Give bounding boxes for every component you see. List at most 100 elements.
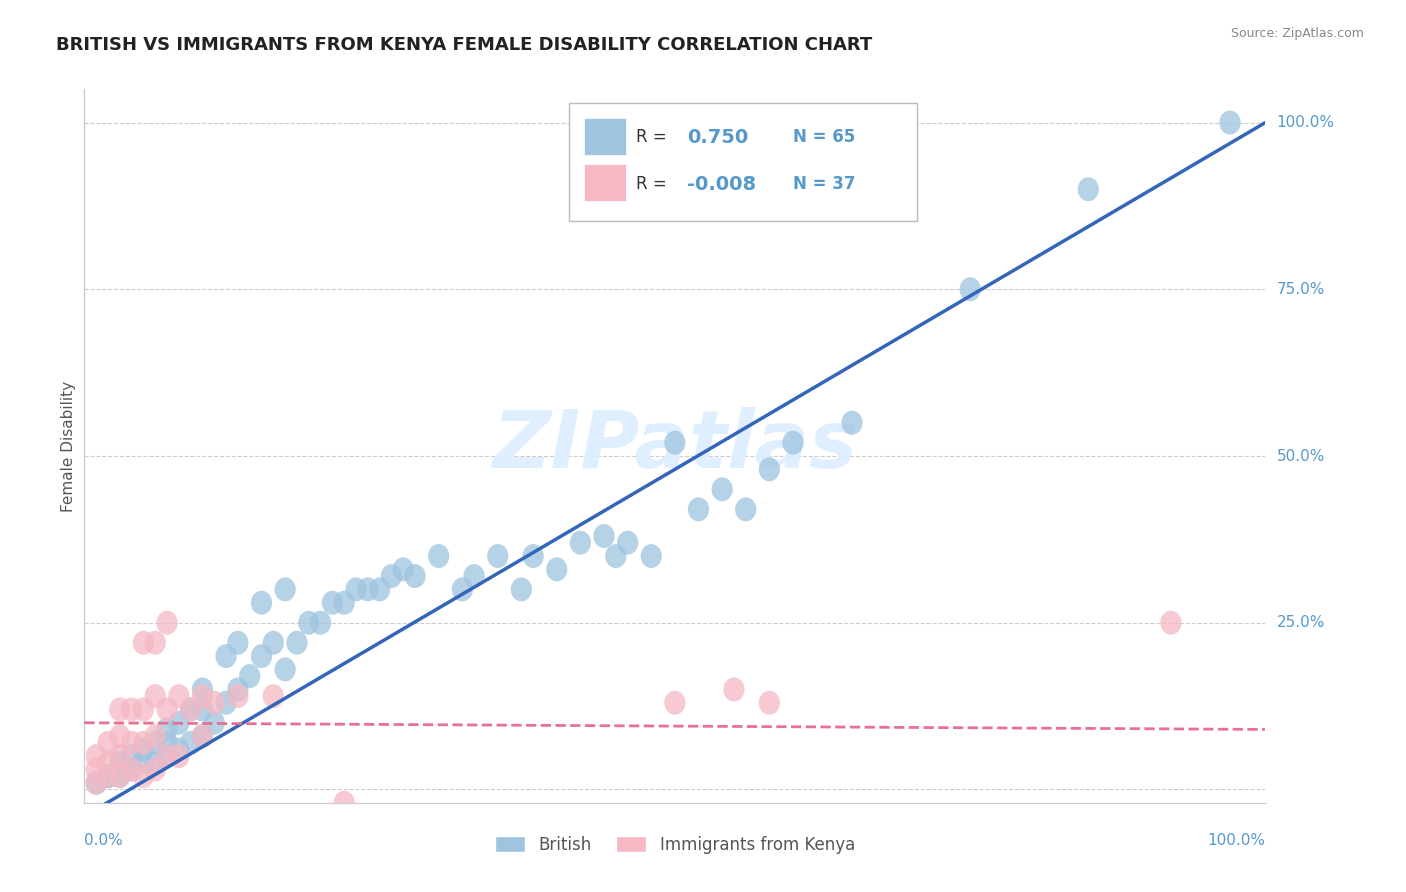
Text: 25.0%: 25.0% — [1277, 615, 1324, 631]
Text: N = 65: N = 65 — [793, 128, 855, 146]
Ellipse shape — [309, 611, 332, 635]
Ellipse shape — [191, 677, 214, 701]
Ellipse shape — [664, 431, 686, 455]
Ellipse shape — [274, 577, 295, 601]
Ellipse shape — [723, 677, 745, 701]
Text: 0.0%: 0.0% — [84, 833, 124, 848]
Ellipse shape — [145, 751, 166, 775]
Ellipse shape — [191, 724, 214, 748]
Ellipse shape — [156, 744, 177, 768]
Ellipse shape — [546, 558, 568, 582]
Ellipse shape — [121, 757, 142, 781]
Ellipse shape — [464, 564, 485, 588]
Ellipse shape — [427, 544, 450, 568]
Ellipse shape — [145, 731, 166, 755]
Ellipse shape — [664, 690, 686, 714]
FancyBboxPatch shape — [583, 118, 627, 155]
Ellipse shape — [132, 751, 155, 775]
Ellipse shape — [97, 764, 118, 789]
Ellipse shape — [156, 744, 177, 768]
Ellipse shape — [250, 591, 273, 615]
Ellipse shape — [169, 684, 190, 708]
Ellipse shape — [169, 738, 190, 762]
Ellipse shape — [156, 611, 177, 635]
Ellipse shape — [959, 277, 981, 301]
Ellipse shape — [593, 524, 614, 548]
Ellipse shape — [451, 577, 472, 601]
Ellipse shape — [132, 764, 155, 789]
Ellipse shape — [180, 731, 201, 755]
Ellipse shape — [121, 757, 142, 781]
Ellipse shape — [688, 498, 709, 521]
Ellipse shape — [215, 690, 236, 714]
Ellipse shape — [156, 698, 177, 722]
Ellipse shape — [110, 724, 131, 748]
Ellipse shape — [617, 531, 638, 555]
FancyBboxPatch shape — [583, 164, 627, 202]
Text: R =: R = — [636, 128, 666, 146]
Ellipse shape — [841, 410, 863, 434]
Ellipse shape — [605, 544, 627, 568]
Ellipse shape — [759, 458, 780, 482]
Ellipse shape — [523, 544, 544, 568]
Ellipse shape — [132, 631, 155, 655]
Text: 100.0%: 100.0% — [1208, 833, 1265, 848]
Ellipse shape — [191, 724, 214, 748]
Ellipse shape — [180, 698, 201, 722]
Ellipse shape — [228, 684, 249, 708]
Text: N = 37: N = 37 — [793, 175, 855, 193]
FancyBboxPatch shape — [568, 103, 917, 221]
Ellipse shape — [510, 577, 531, 601]
Ellipse shape — [97, 731, 118, 755]
Ellipse shape — [204, 711, 225, 735]
Text: ZIPatlas: ZIPatlas — [492, 407, 858, 485]
Ellipse shape — [322, 591, 343, 615]
Ellipse shape — [180, 698, 201, 722]
Ellipse shape — [392, 558, 413, 582]
Ellipse shape — [215, 644, 236, 668]
Text: 75.0%: 75.0% — [1277, 282, 1324, 297]
Ellipse shape — [110, 698, 131, 722]
Ellipse shape — [97, 764, 118, 789]
Ellipse shape — [156, 717, 177, 741]
Ellipse shape — [486, 544, 509, 568]
Ellipse shape — [569, 531, 591, 555]
Ellipse shape — [346, 577, 367, 601]
Text: -0.008: -0.008 — [686, 175, 756, 194]
Ellipse shape — [239, 664, 260, 688]
Ellipse shape — [121, 698, 142, 722]
Ellipse shape — [204, 690, 225, 714]
Ellipse shape — [191, 698, 214, 722]
Legend: British, Immigrants from Kenya: British, Immigrants from Kenya — [486, 828, 863, 863]
Text: 50.0%: 50.0% — [1277, 449, 1324, 464]
Ellipse shape — [759, 690, 780, 714]
Ellipse shape — [228, 631, 249, 655]
Ellipse shape — [110, 764, 131, 789]
Ellipse shape — [110, 751, 131, 775]
Ellipse shape — [132, 738, 155, 762]
Ellipse shape — [287, 631, 308, 655]
Ellipse shape — [250, 644, 273, 668]
Ellipse shape — [263, 631, 284, 655]
Ellipse shape — [97, 764, 118, 789]
Ellipse shape — [86, 757, 107, 781]
Ellipse shape — [405, 564, 426, 588]
Ellipse shape — [145, 631, 166, 655]
Ellipse shape — [357, 577, 378, 601]
Ellipse shape — [368, 577, 391, 601]
Text: 0.750: 0.750 — [686, 128, 748, 146]
Ellipse shape — [156, 731, 177, 755]
Ellipse shape — [97, 751, 118, 775]
Ellipse shape — [110, 764, 131, 789]
Text: BRITISH VS IMMIGRANTS FROM KENYA FEMALE DISABILITY CORRELATION CHART: BRITISH VS IMMIGRANTS FROM KENYA FEMALE … — [56, 36, 873, 54]
Text: Source: ZipAtlas.com: Source: ZipAtlas.com — [1230, 27, 1364, 40]
Ellipse shape — [121, 731, 142, 755]
Ellipse shape — [191, 684, 214, 708]
Ellipse shape — [110, 744, 131, 768]
Ellipse shape — [169, 711, 190, 735]
Ellipse shape — [333, 591, 354, 615]
Ellipse shape — [145, 757, 166, 781]
Ellipse shape — [263, 684, 284, 708]
Ellipse shape — [86, 771, 107, 795]
Ellipse shape — [145, 684, 166, 708]
